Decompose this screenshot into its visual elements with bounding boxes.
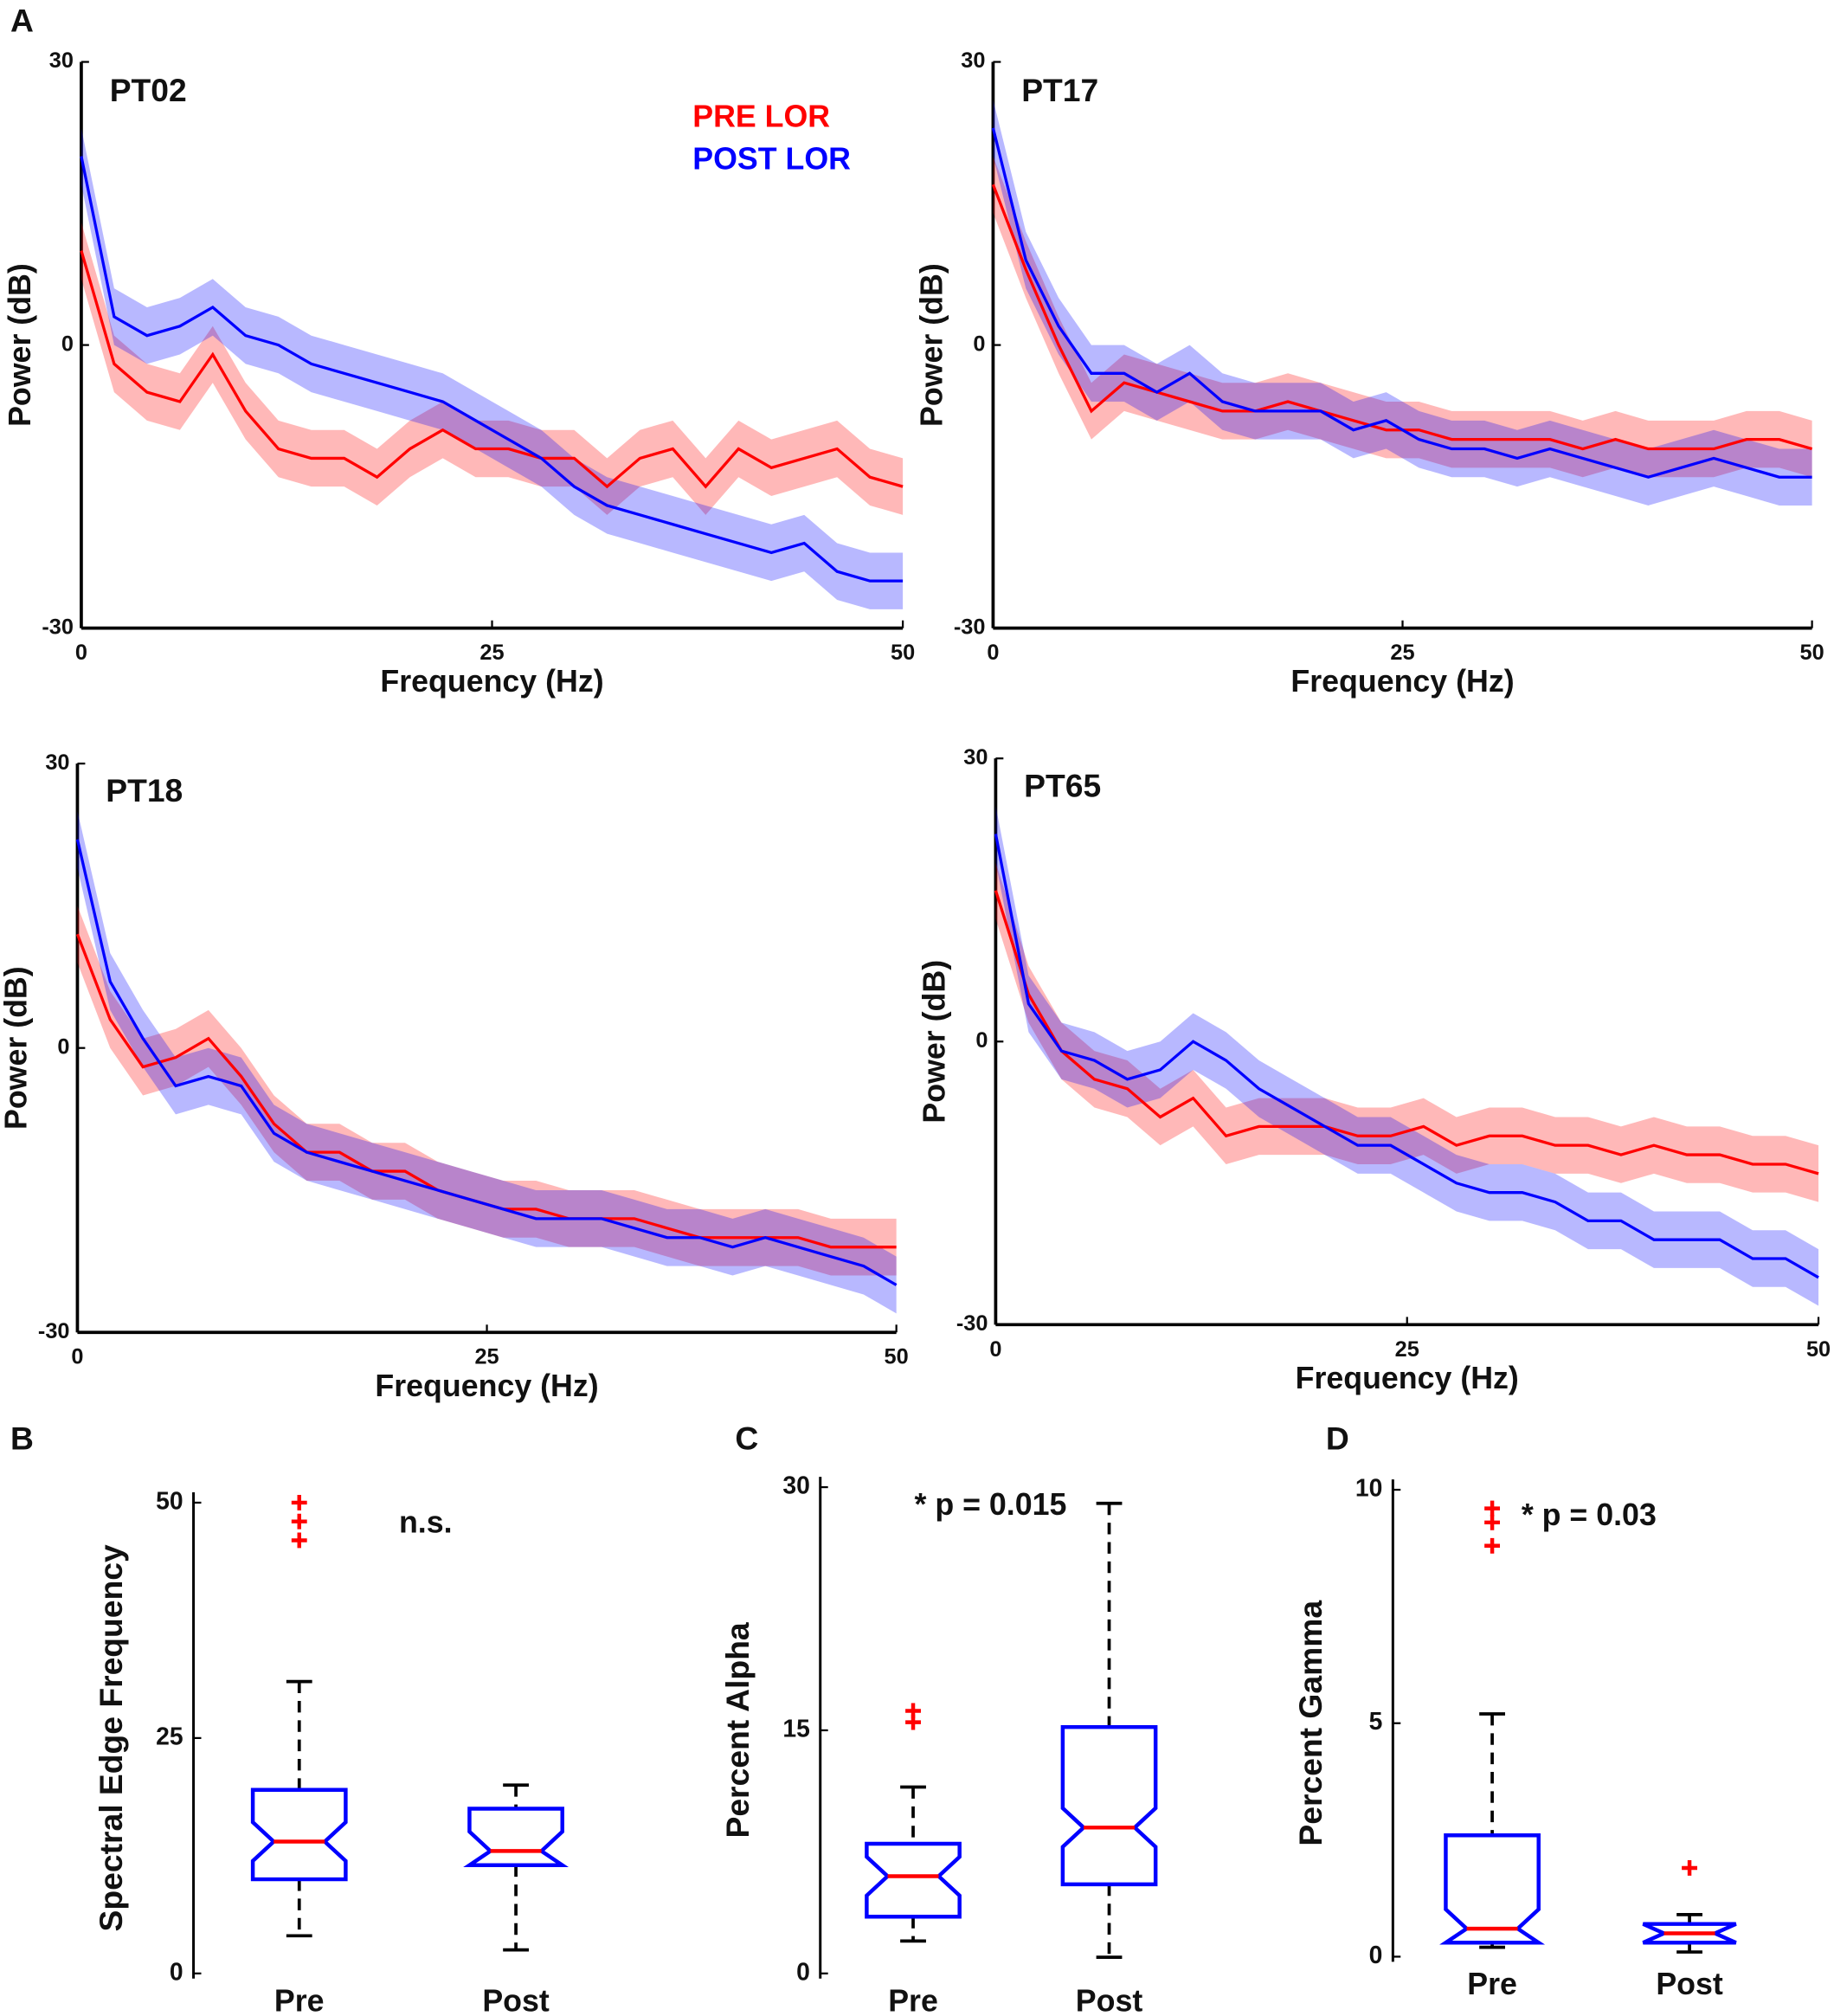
y-axis-label: Percent Alpha	[719, 1622, 756, 1838]
y-tick-label: 0	[57, 1034, 69, 1059]
box	[865, 1841, 962, 1919]
line	[80, 156, 904, 583]
x-tick-label: Pre	[1467, 1967, 1517, 2001]
line	[80, 250, 904, 489]
panel-label: D	[1326, 1420, 1349, 1456]
y-tick-label: -30	[956, 1311, 988, 1336]
y-tick-label: 30	[782, 1472, 809, 1499]
outlier	[1484, 1514, 1501, 1530]
chart-title: PT18	[106, 772, 183, 808]
x-tick-label: Pre	[274, 1984, 325, 2016]
legend-entry: POST LOR	[692, 142, 851, 177]
y-tick-label: -30	[42, 615, 74, 639]
x-tick-label: 25	[474, 1345, 499, 1369]
y-tick-label: 50	[156, 1486, 183, 1514]
error-band	[993, 100, 1812, 506]
outlier	[1682, 1860, 1698, 1876]
legend-entry: PRE LOR	[692, 100, 830, 134]
y-tick-label: 10	[1355, 1474, 1382, 1502]
line	[994, 834, 1819, 1279]
y-tick-label: 0	[973, 332, 985, 356]
error-band	[80, 222, 904, 515]
x-tick-label: Pre	[888, 1984, 938, 2016]
x-tick-label: 0	[989, 1337, 1001, 1362]
y-axis-label: Power (dB)	[3, 263, 37, 427]
x-tick-label: Post	[1076, 1984, 1143, 2016]
outlier	[905, 1703, 921, 1719]
y-tick-label: 30	[961, 48, 985, 73]
annotation: * p = 0.015	[914, 1487, 1066, 1522]
y-tick-label: -30	[954, 615, 986, 639]
y-tick-label: 30	[45, 750, 69, 775]
panel-label: C	[735, 1420, 758, 1456]
x-axis-label: Frequency (Hz)	[380, 664, 603, 699]
outlier	[291, 1495, 307, 1510]
x-tick-label: 50	[885, 1345, 909, 1369]
outlier	[291, 1513, 307, 1530]
panel-label: B	[10, 1420, 34, 1456]
y-tick-label: 0	[61, 332, 74, 356]
error-band	[80, 127, 904, 609]
y-axis-label: Power (dB)	[914, 263, 949, 427]
box	[463, 1807, 570, 1867]
y-tick-label: 15	[782, 1714, 809, 1742]
error-band	[995, 862, 1819, 1202]
y-tick-label: 30	[49, 48, 74, 73]
annotation: n.s.	[399, 1505, 453, 1540]
line	[991, 127, 1812, 479]
y-axis-label: Power (dB)	[0, 966, 33, 1130]
error-band	[77, 905, 897, 1276]
box	[1439, 1832, 1546, 1945]
y-tick-label: -30	[38, 1319, 70, 1343]
x-tick-label: 50	[891, 641, 915, 665]
outlier	[291, 1532, 307, 1549]
outlier	[1484, 1500, 1501, 1517]
x-tick-label: 25	[1390, 641, 1414, 665]
line	[75, 839, 898, 1286]
error-band	[993, 156, 1812, 478]
chart-title: PT65	[1024, 767, 1101, 803]
x-axis-label: Frequency (Hz)	[1296, 1361, 1519, 1395]
x-tick-label: Post	[1656, 1967, 1723, 2001]
error-band	[77, 810, 897, 1314]
chart-title: PT02	[110, 72, 187, 108]
x-tick-label: 0	[71, 1345, 83, 1369]
y-tick-label: 30	[963, 745, 988, 770]
box	[250, 1787, 348, 1882]
x-axis-label: Frequency (Hz)	[375, 1369, 598, 1403]
y-tick-label: 25	[156, 1722, 183, 1749]
x-tick-label: 50	[1800, 641, 1824, 665]
y-tick-label: 5	[1369, 1707, 1383, 1735]
annotation: * p = 0.03	[1522, 1498, 1657, 1532]
panel-label: A	[10, 3, 34, 39]
chart-title: PT17	[1021, 72, 1098, 108]
x-tick-label: Post	[482, 1984, 550, 2016]
y-tick-label: 0	[1369, 1941, 1383, 1968]
line	[994, 890, 1819, 1175]
y-tick-label: 0	[796, 1957, 810, 1985]
y-axis-label: Power (dB)	[917, 960, 951, 1124]
y-axis-label: Percent Gamma	[1292, 1601, 1329, 1846]
y-tick-label: 0	[975, 1028, 988, 1053]
x-tick-label: 0	[75, 641, 87, 665]
x-axis-label: Frequency (Hz)	[1290, 664, 1514, 699]
x-tick-label: 25	[1395, 1337, 1419, 1362]
y-axis-label: Spectral Edge Frequency	[93, 1544, 129, 1931]
box	[1060, 1724, 1158, 1887]
x-tick-label: 50	[1806, 1337, 1831, 1362]
y-tick-label: 0	[170, 1957, 183, 1985]
error-band	[995, 805, 1819, 1306]
outlier	[1484, 1537, 1501, 1554]
x-tick-label: 25	[479, 641, 504, 665]
x-tick-label: 0	[987, 641, 999, 665]
